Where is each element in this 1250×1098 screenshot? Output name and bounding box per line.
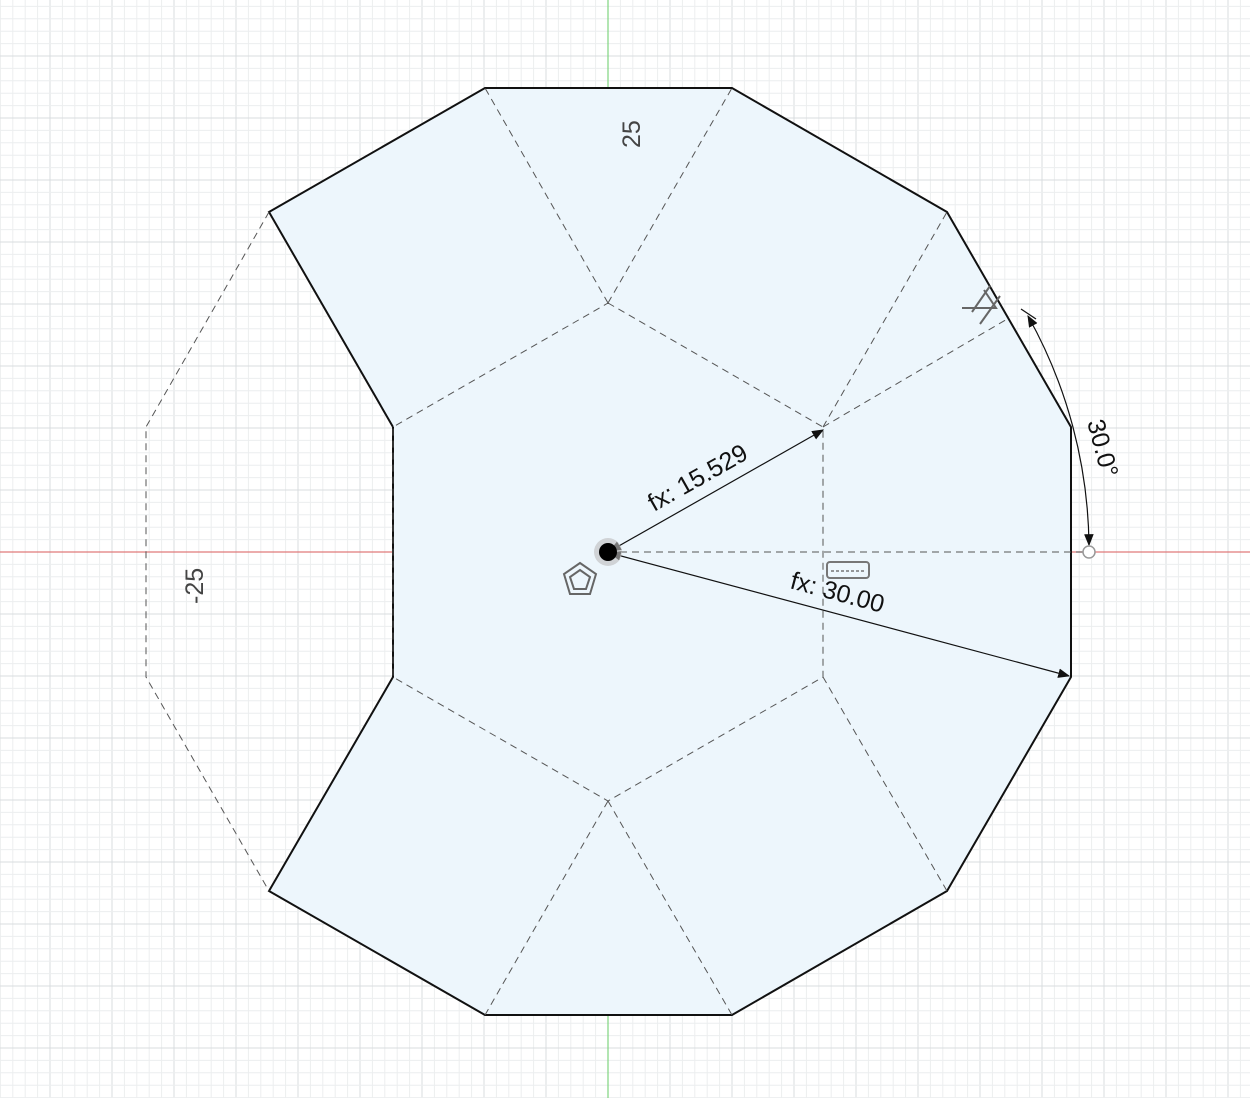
horizontal-constraint-icon[interactable] bbox=[962, 285, 1001, 325]
x-axis-label: -25 bbox=[181, 568, 209, 604]
parallel-constraint-icon[interactable] bbox=[826, 561, 870, 579]
angle-label[interactable]: 30.0° bbox=[1081, 416, 1123, 480]
center-point[interactable] bbox=[594, 538, 622, 566]
angle-dimension[interactable]: 30.0° bbox=[1020, 308, 1123, 559]
angle-endpoint[interactable] bbox=[1082, 545, 1096, 559]
polygon-center-icon[interactable] bbox=[562, 561, 598, 595]
y-axis-label: 25 bbox=[618, 120, 646, 148]
